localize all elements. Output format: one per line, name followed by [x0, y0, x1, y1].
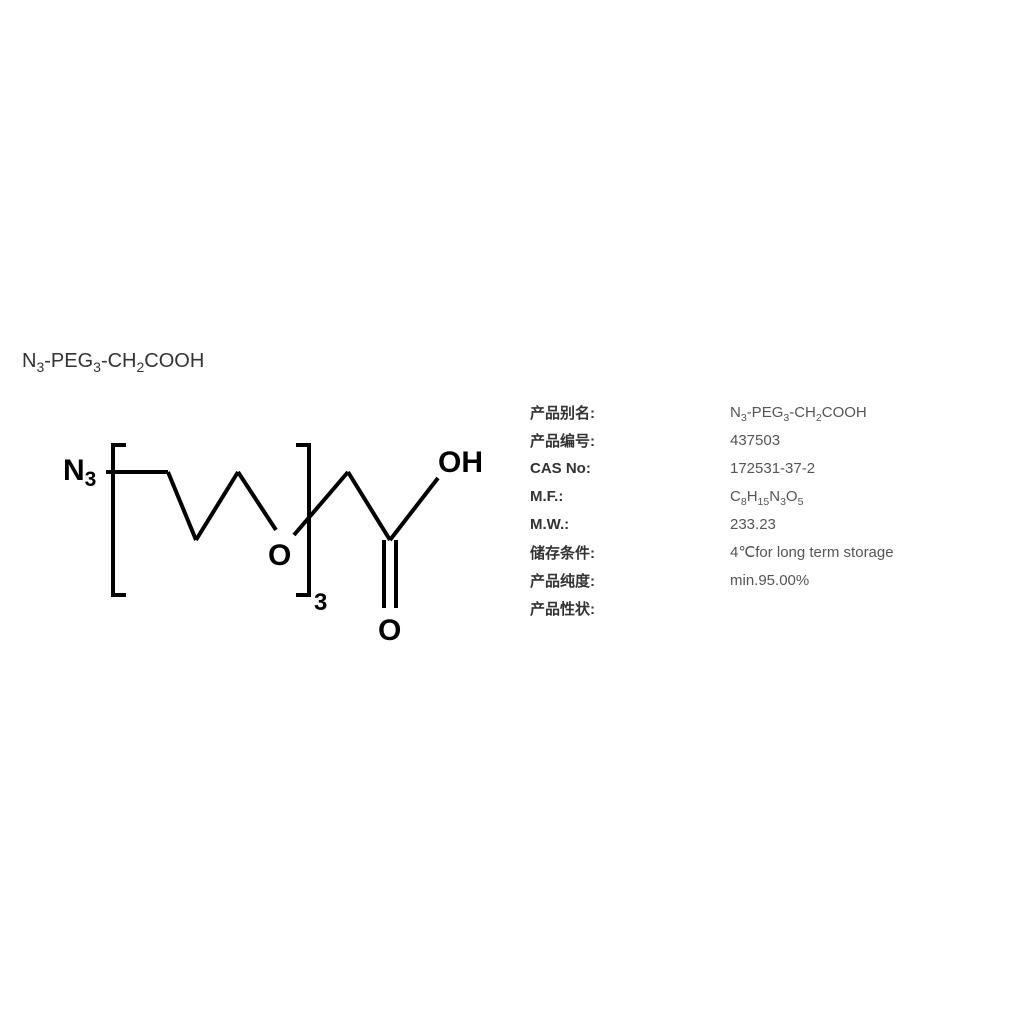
property-value: C8H15N3O5	[730, 488, 803, 505]
property-row: 产品纯度: min.95.00%	[530, 566, 894, 594]
property-value: 437503	[730, 432, 780, 449]
property-label: M.F.:	[530, 488, 730, 505]
svg-text:O: O	[378, 614, 401, 647]
property-row: 产品编号: 437503	[530, 426, 894, 454]
property-row: M.W.: 233.23	[530, 510, 894, 538]
svg-text:N3: N3	[63, 454, 96, 491]
properties-table: 产品别名: N3-PEG3-CH2COOH 产品编号: 437503 CAS N…	[530, 398, 894, 622]
svg-text:O: O	[268, 539, 291, 572]
property-value: 233.23	[730, 516, 776, 533]
property-value: min.95.00%	[730, 572, 809, 589]
svg-text:OH: OH	[438, 446, 483, 479]
property-label: 产品纯度:	[530, 570, 730, 591]
property-value: 4℃for long term storage	[730, 543, 894, 561]
property-label: 储存条件:	[530, 542, 730, 563]
property-label: M.W.:	[530, 516, 730, 533]
property-label: CAS No:	[530, 460, 730, 477]
svg-text:3: 3	[314, 589, 327, 616]
property-label: 产品别名:	[530, 402, 730, 423]
property-value: 172531-37-2	[730, 460, 815, 477]
chemical-structure: N3 O 3 O OH	[28, 400, 508, 670]
property-label: 产品编号:	[530, 430, 730, 451]
property-row: CAS No: 172531-37-2	[530, 454, 894, 482]
compound-title: N3-PEG3-CH2COOH	[22, 350, 204, 373]
property-value: N3-PEG3-CH2COOH	[730, 404, 867, 421]
property-row: 产品性状:	[530, 594, 894, 622]
property-row: 产品别名: N3-PEG3-CH2COOH	[530, 398, 894, 426]
property-row: M.F.: C8H15N3O5	[530, 482, 894, 510]
property-label: 产品性状:	[530, 598, 730, 619]
property-row: 储存条件: 4℃for long term storage	[530, 538, 894, 566]
